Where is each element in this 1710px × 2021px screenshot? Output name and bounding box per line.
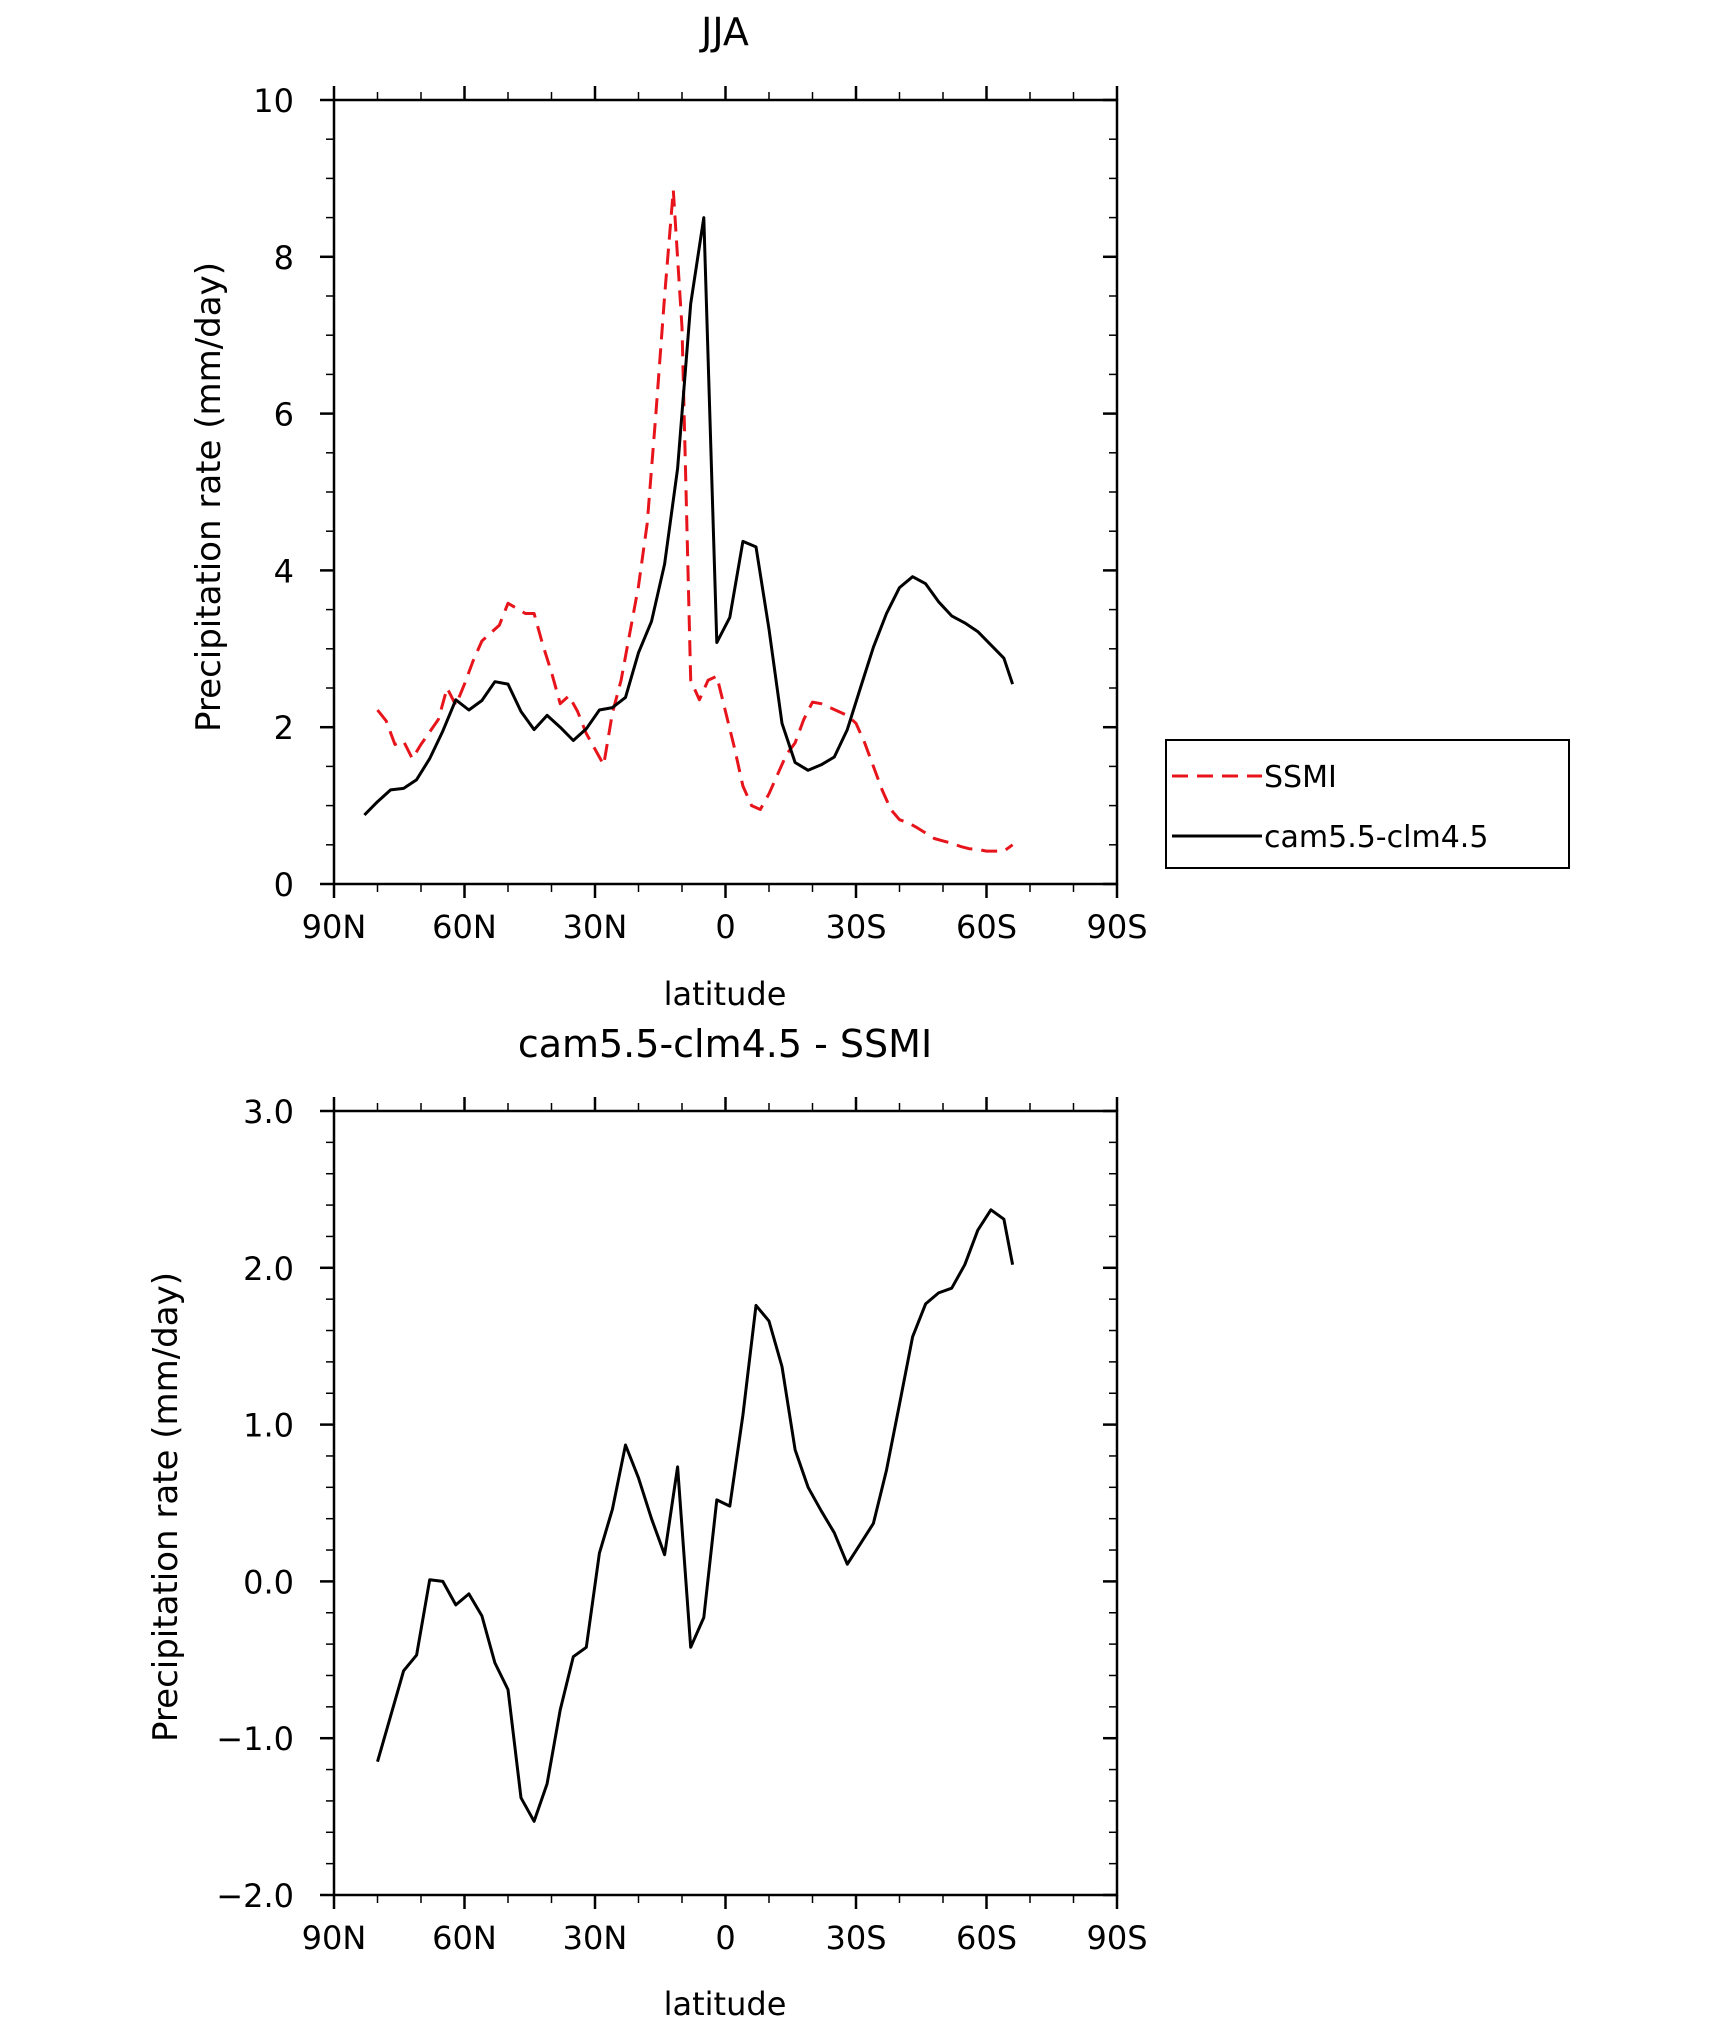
bottom-y-tick-label: 0.0 xyxy=(243,1563,294,1601)
bottom-panel: cam5.5-clm4.5 - SSMI Precipitation rate … xyxy=(146,1022,1148,2021)
legend-label-cam: cam5.5-clm4.5 xyxy=(1264,820,1488,855)
top-panel: JJA Precipitation rate (mm/day) latitude… xyxy=(189,10,1570,1013)
top-series-cam5-5-clm4-5 xyxy=(363,216,1015,817)
top-x-tick-label: 30S xyxy=(825,908,886,946)
top-x-tick-label: 60N xyxy=(432,908,497,946)
legend-label-ssmi: SSMI xyxy=(1264,760,1337,795)
bottom-x-tick-label: 90S xyxy=(1086,1919,1147,1957)
bottom-axis-ticks: 90N 60N 30N 0 30S 60S 90S −2.0 −1.0 0.0 1.0 2.0 3.0 xyxy=(216,1093,1147,1957)
bottom-x-tick-label: 30S xyxy=(825,1919,886,1957)
top-y-axis-label: Precipitation rate (mm/day) xyxy=(189,262,229,732)
bottom-series-lines xyxy=(376,1208,1015,1823)
bottom-x-tick-label: 30N xyxy=(563,1919,628,1957)
top-series-lines xyxy=(363,188,1015,853)
top-y-tick-label: 0 xyxy=(274,866,294,904)
top-y-tick-label: 6 xyxy=(274,396,294,434)
bottom-plot-frame xyxy=(332,1109,1119,1897)
top-x-tick-label: 0 xyxy=(715,908,735,946)
top-y-tick-label: 8 xyxy=(274,239,294,277)
bottom-chart-title: cam5.5-clm4.5 - SSMI xyxy=(518,1022,932,1066)
top-x-tick-label: 60S xyxy=(956,908,1017,946)
bottom-x-axis-label: latitude xyxy=(664,1985,787,2021)
top-y-tick-label: 2 xyxy=(274,709,294,747)
top-x-tick-label: 90S xyxy=(1086,908,1147,946)
bottom-y-tick-label: 3.0 xyxy=(243,1093,294,1131)
top-x-tick-label: 90N xyxy=(302,908,367,946)
legend-box xyxy=(1165,739,1570,869)
bottom-y-tick-label: −2.0 xyxy=(216,1877,294,1915)
top-axis-ticks: 90N 60N 30N 0 30S 60S 90S 0 2 4 6 8 10 xyxy=(253,82,1147,946)
top-chart-title: JJA xyxy=(699,10,749,54)
bottom-x-tick-label: 60S xyxy=(956,1919,1017,1957)
bottom-x-tick-label: 0 xyxy=(715,1919,735,1957)
bottom-y-axis-label: Precipitation rate (mm/day) xyxy=(146,1272,186,1742)
top-y-tick-label: 10 xyxy=(253,82,294,120)
bottom-series-cam5-5-clm4-5-ssmi xyxy=(376,1208,1015,1823)
bottom-y-tick-label: 1.0 xyxy=(243,1407,294,1445)
bottom-y-tick-label: 2.0 xyxy=(243,1250,294,1288)
bottom-y-tick-label: −1.0 xyxy=(216,1720,294,1758)
bottom-x-tick-label: 90N xyxy=(302,1919,367,1957)
legend: SSMI cam5.5-clm4.5 xyxy=(1165,739,1570,869)
top-plot-frame xyxy=(332,98,1119,886)
top-x-tick-label: 30N xyxy=(563,908,628,946)
top-y-tick-label: 4 xyxy=(274,552,294,590)
bottom-x-tick-label: 60N xyxy=(432,1919,497,1957)
top-x-axis-label: latitude xyxy=(664,975,787,1013)
